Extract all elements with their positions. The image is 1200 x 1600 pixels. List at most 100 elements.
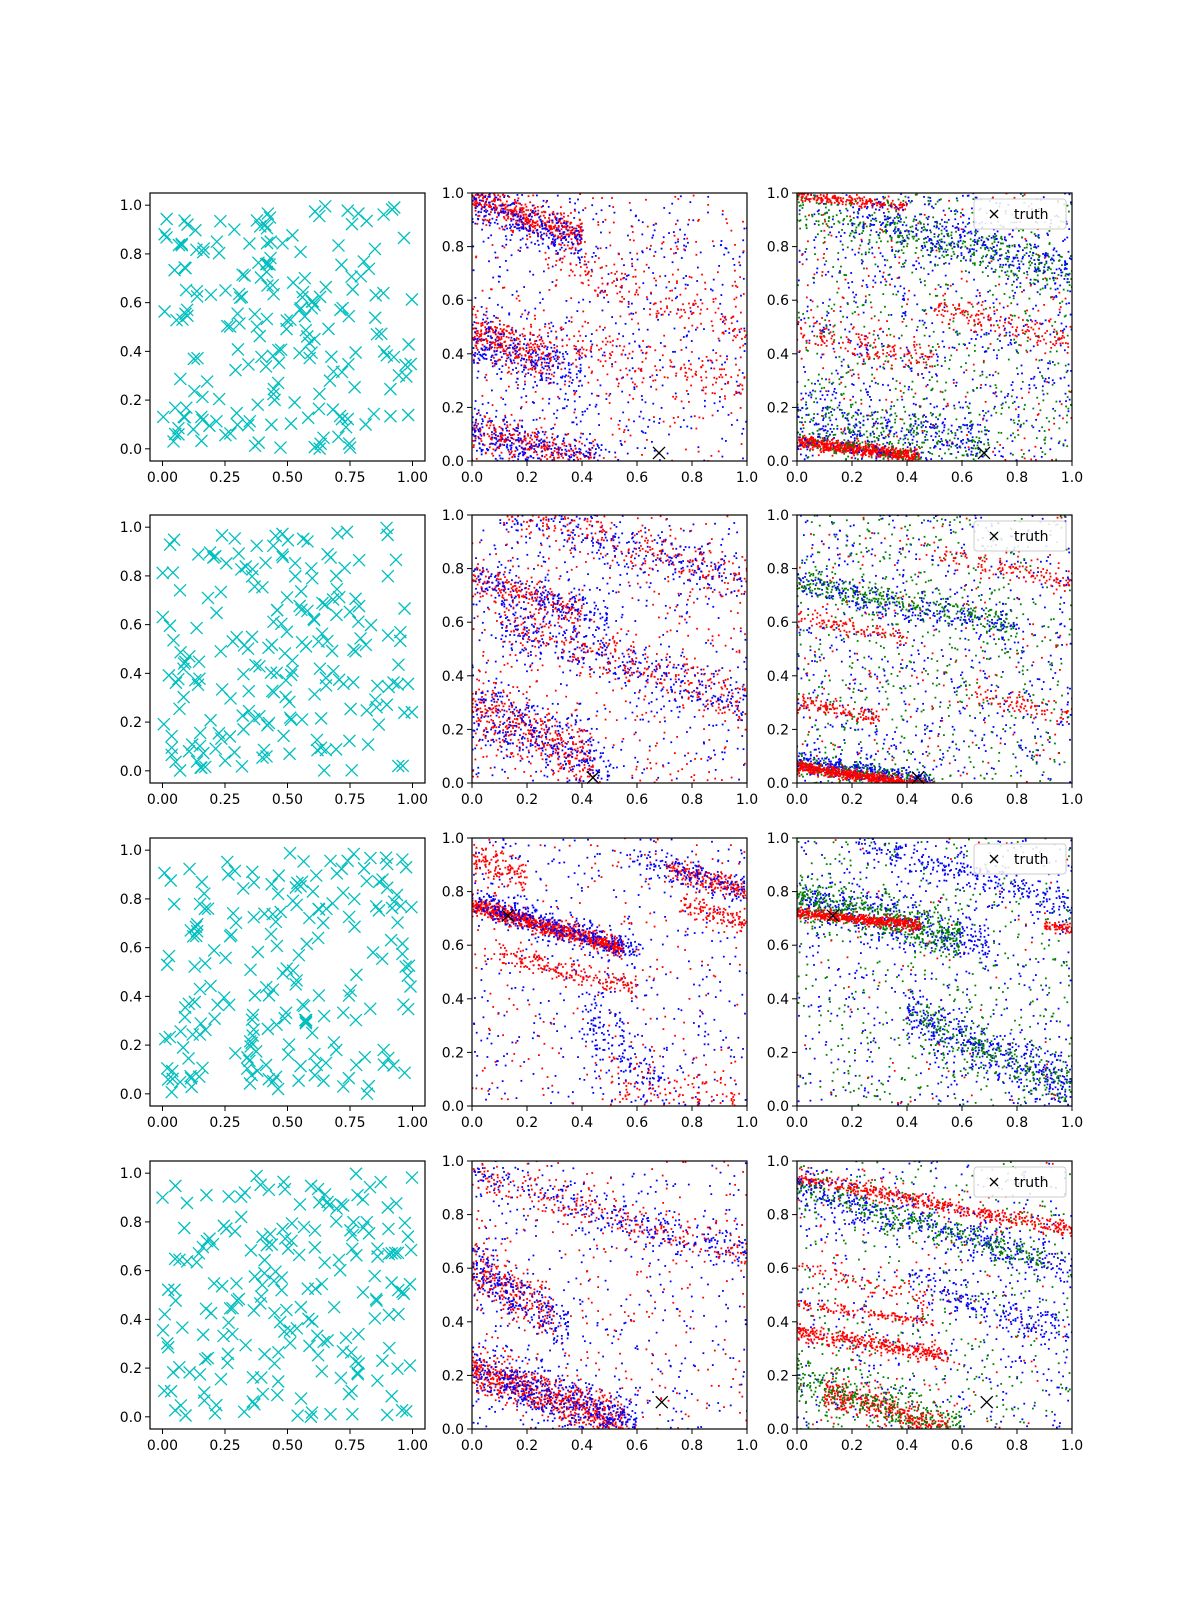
data-point [565, 239, 567, 241]
data-point [847, 366, 850, 368]
data-point [880, 327, 882, 330]
data-point [482, 420, 484, 423]
data-point [474, 207, 477, 210]
data-point [481, 228, 484, 231]
data-point [535, 363, 538, 365]
data-point [716, 409, 719, 412]
data-point [732, 329, 735, 332]
data-point [843, 412, 846, 414]
data-point [659, 459, 661, 461]
data-point [535, 443, 538, 446]
data-point [501, 346, 504, 349]
data-point [531, 366, 534, 369]
data-point [475, 342, 478, 344]
data-point [479, 202, 481, 205]
data-point [528, 346, 531, 349]
data-point [513, 419, 516, 422]
data-point [568, 455, 571, 458]
data-point [579, 379, 582, 382]
data-point [1068, 390, 1071, 393]
data-point [895, 250, 897, 252]
data-point [875, 220, 878, 222]
data-point [501, 432, 503, 435]
data-point [534, 436, 537, 438]
data-point [1046, 392, 1049, 395]
data-point [629, 434, 632, 437]
data-point [503, 217, 506, 220]
data-point [839, 305, 842, 308]
data-point [994, 232, 996, 235]
data-point [687, 330, 690, 333]
data-point [501, 211, 504, 214]
data-point [579, 452, 581, 455]
data-point [543, 440, 546, 443]
data-point [494, 443, 496, 446]
data-point [570, 316, 573, 319]
data-point [602, 291, 605, 294]
data-point [923, 321, 926, 324]
data-point [576, 239, 578, 241]
data-point [1062, 444, 1065, 447]
data-point [488, 297, 491, 300]
data-point [835, 236, 838, 238]
data-point [825, 344, 828, 347]
data-point [1006, 305, 1009, 308]
data-point [859, 426, 862, 429]
data-point [1010, 343, 1013, 346]
data-point [508, 453, 511, 456]
data-point [977, 301, 980, 304]
data-point [899, 382, 901, 385]
data-point [874, 263, 877, 266]
data-point [522, 210, 525, 213]
data-point [979, 386, 982, 389]
data-point [578, 330, 580, 333]
data-point [487, 321, 490, 324]
data-point [846, 316, 849, 319]
data-point [804, 250, 807, 253]
data-point [676, 280, 678, 283]
data-point [713, 376, 716, 379]
data-point [653, 229, 656, 232]
data-point [906, 242, 909, 245]
data-point [822, 367, 825, 370]
data-point [505, 360, 508, 362]
data-point [480, 453, 483, 456]
data-point [540, 237, 543, 239]
data-point [931, 269, 934, 272]
data-point [856, 343, 859, 346]
data-point [565, 228, 568, 230]
data-point [640, 369, 643, 372]
data-point [992, 349, 995, 352]
data-point [1000, 403, 1003, 406]
data-point [602, 365, 605, 367]
data-point [843, 448, 846, 451]
data-point [799, 453, 802, 456]
sample-point [171, 421, 185, 435]
data-point [945, 381, 947, 384]
data-point [490, 343, 493, 345]
data-point [839, 310, 842, 313]
data-point [975, 338, 977, 340]
data-point [1055, 350, 1058, 353]
data-point [744, 342, 747, 345]
data-point [851, 403, 854, 406]
data-point [580, 240, 582, 243]
data-point [526, 223, 529, 225]
data-point [534, 381, 537, 383]
data-point [524, 213, 527, 216]
data-point [868, 443, 871, 446]
data-point [646, 328, 649, 331]
data-point [902, 318, 905, 320]
data-point [996, 357, 998, 360]
data-point [873, 218, 876, 221]
data-point [491, 436, 494, 439]
data-point [546, 221, 549, 223]
data-point [592, 197, 594, 200]
data-point [503, 440, 506, 443]
data-point [537, 209, 540, 212]
data-point [943, 398, 946, 401]
data-point [843, 231, 846, 234]
data-point [730, 376, 733, 379]
data-point [931, 387, 934, 390]
data-point [735, 380, 738, 383]
